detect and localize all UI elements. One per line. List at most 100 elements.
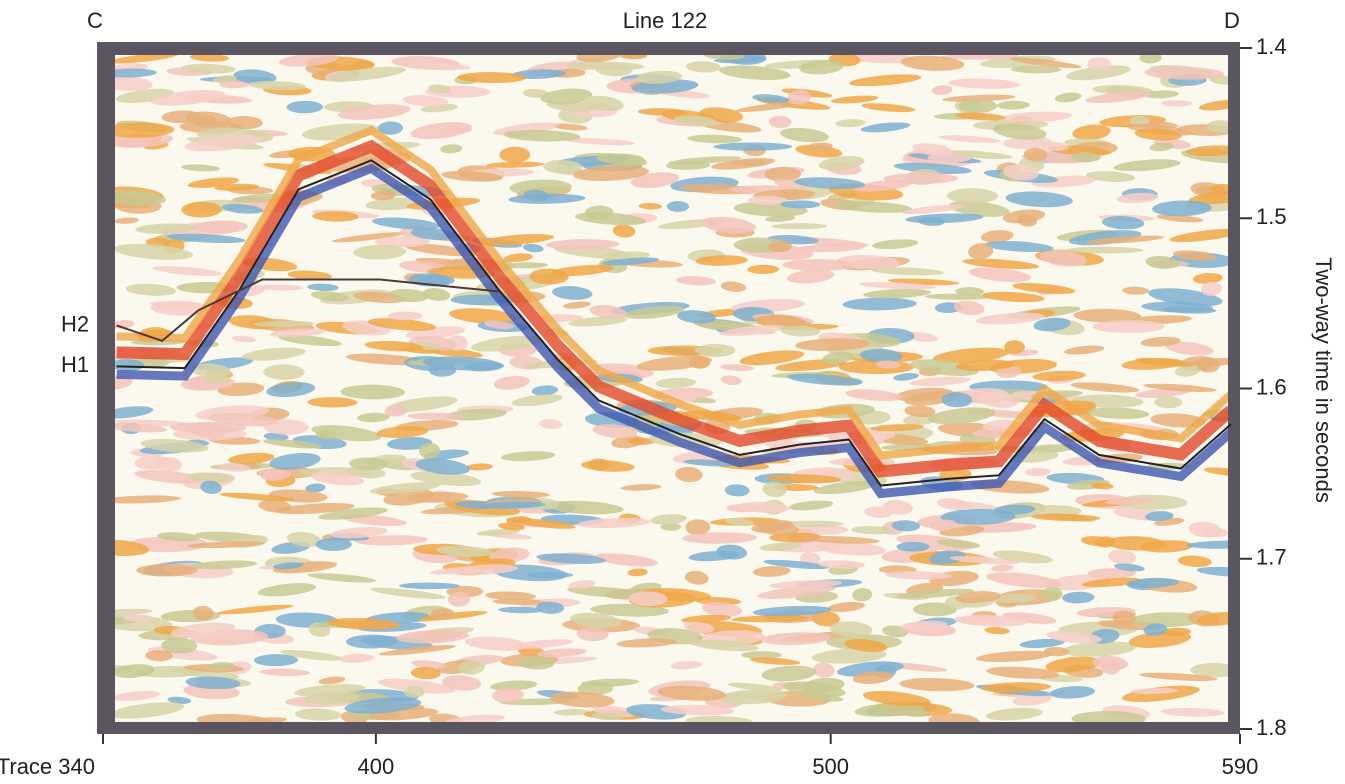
texture-blob bbox=[1039, 250, 1087, 267]
texture-blob bbox=[861, 103, 916, 113]
texture-blob bbox=[636, 355, 712, 371]
texture-blob bbox=[451, 564, 519, 575]
texture-blob bbox=[875, 360, 901, 369]
x-tick-label: 400 bbox=[358, 754, 395, 779]
texture-blob bbox=[536, 601, 565, 614]
texture-blob bbox=[903, 413, 938, 426]
texture-blob bbox=[398, 582, 460, 590]
texture-blob bbox=[470, 335, 543, 352]
texture-blob bbox=[636, 70, 683, 84]
reflector-band bbox=[116, 125, 1228, 460]
texture-blob bbox=[882, 625, 909, 638]
texture-blob bbox=[367, 318, 437, 331]
texture-blob bbox=[566, 61, 645, 71]
texture-blob bbox=[1134, 128, 1182, 141]
texture-blob bbox=[500, 451, 556, 462]
texture-blob bbox=[231, 335, 257, 343]
x-tick-label: Trace 340 bbox=[0, 754, 95, 779]
texture-blob bbox=[596, 153, 645, 164]
y-tick-label: 1.5 bbox=[1256, 204, 1287, 229]
texture-blob bbox=[1071, 711, 1146, 722]
texture-blob bbox=[115, 55, 179, 64]
texture-blob bbox=[1072, 124, 1111, 141]
texture-blob bbox=[900, 55, 965, 71]
texture-blob bbox=[851, 526, 894, 535]
texture-blob bbox=[1046, 630, 1102, 644]
texture-blob bbox=[536, 553, 606, 564]
texture-blob bbox=[125, 283, 177, 296]
texture-blob bbox=[1095, 536, 1116, 548]
texture-blob bbox=[1165, 341, 1214, 356]
left-end-label: C bbox=[87, 8, 103, 33]
texture-blob bbox=[896, 588, 975, 599]
texture-blob bbox=[681, 532, 757, 544]
texture-blob bbox=[491, 490, 550, 498]
texture-blob bbox=[992, 550, 1053, 564]
texture-blob bbox=[583, 95, 624, 112]
texture-blob bbox=[417, 275, 455, 286]
texture-blob bbox=[780, 127, 829, 143]
texture-blob bbox=[1196, 566, 1228, 577]
texture-blob bbox=[1023, 147, 1048, 161]
texture-blob bbox=[1071, 152, 1100, 163]
texture-blob bbox=[553, 709, 590, 716]
texture-blob bbox=[829, 621, 873, 637]
texture-blob bbox=[1101, 215, 1145, 230]
texture-blob bbox=[522, 243, 544, 253]
texture-blob bbox=[1206, 120, 1228, 133]
texture-blob bbox=[539, 419, 563, 429]
texture-blob bbox=[447, 591, 471, 607]
texture-blob bbox=[763, 559, 830, 570]
texture-blob bbox=[1030, 513, 1101, 522]
texture-blob bbox=[552, 123, 588, 131]
texture-blob bbox=[953, 300, 985, 316]
texture-blob bbox=[896, 541, 930, 552]
texture-blob bbox=[702, 602, 743, 617]
texture-blob bbox=[154, 456, 182, 472]
texture-blob bbox=[577, 517, 651, 529]
texture-blob bbox=[349, 457, 389, 471]
texture-blob bbox=[374, 236, 430, 248]
texture-blob bbox=[307, 397, 358, 408]
texture-blob bbox=[318, 507, 388, 520]
texture-blob bbox=[338, 653, 374, 663]
texture-blob bbox=[234, 717, 287, 722]
texture-blob bbox=[994, 504, 1036, 515]
texture-blob bbox=[891, 520, 921, 532]
texture-blob bbox=[1005, 191, 1073, 208]
texture-blob bbox=[1186, 145, 1228, 157]
texture-blob bbox=[1017, 214, 1038, 227]
texture-blob bbox=[860, 122, 911, 133]
texture-blob bbox=[1090, 482, 1114, 490]
texture-blob bbox=[780, 520, 844, 528]
texture-blob bbox=[684, 570, 709, 585]
texture-blob bbox=[549, 691, 615, 708]
texture-blob bbox=[115, 495, 181, 504]
texture-blob bbox=[140, 438, 209, 453]
texture-blob bbox=[786, 269, 835, 284]
texture-blob bbox=[115, 122, 175, 138]
texture-blob bbox=[724, 484, 750, 497]
texture-blob bbox=[275, 502, 355, 515]
texture-blob bbox=[996, 100, 1030, 110]
texture-blob bbox=[686, 61, 722, 73]
texture-blob bbox=[685, 715, 753, 722]
texture-blob bbox=[1032, 370, 1086, 382]
texture-blob bbox=[720, 364, 755, 371]
texture-blob bbox=[286, 100, 323, 114]
texture-blob bbox=[406, 63, 471, 71]
texture-blob bbox=[980, 682, 1051, 693]
texture-blob bbox=[369, 482, 441, 495]
texture-blob bbox=[190, 560, 258, 570]
texture-blob bbox=[1063, 641, 1137, 657]
texture-blob bbox=[226, 116, 263, 130]
texture-blob bbox=[1004, 340, 1025, 354]
texture-blob bbox=[310, 291, 349, 302]
texture-blob bbox=[1045, 656, 1101, 673]
texture-blob bbox=[984, 626, 1010, 635]
texture-blob bbox=[1114, 563, 1145, 572]
texture-blob bbox=[955, 287, 985, 296]
texture-blob bbox=[492, 598, 546, 605]
texture-blob bbox=[616, 638, 677, 648]
texture-blob bbox=[655, 377, 697, 389]
